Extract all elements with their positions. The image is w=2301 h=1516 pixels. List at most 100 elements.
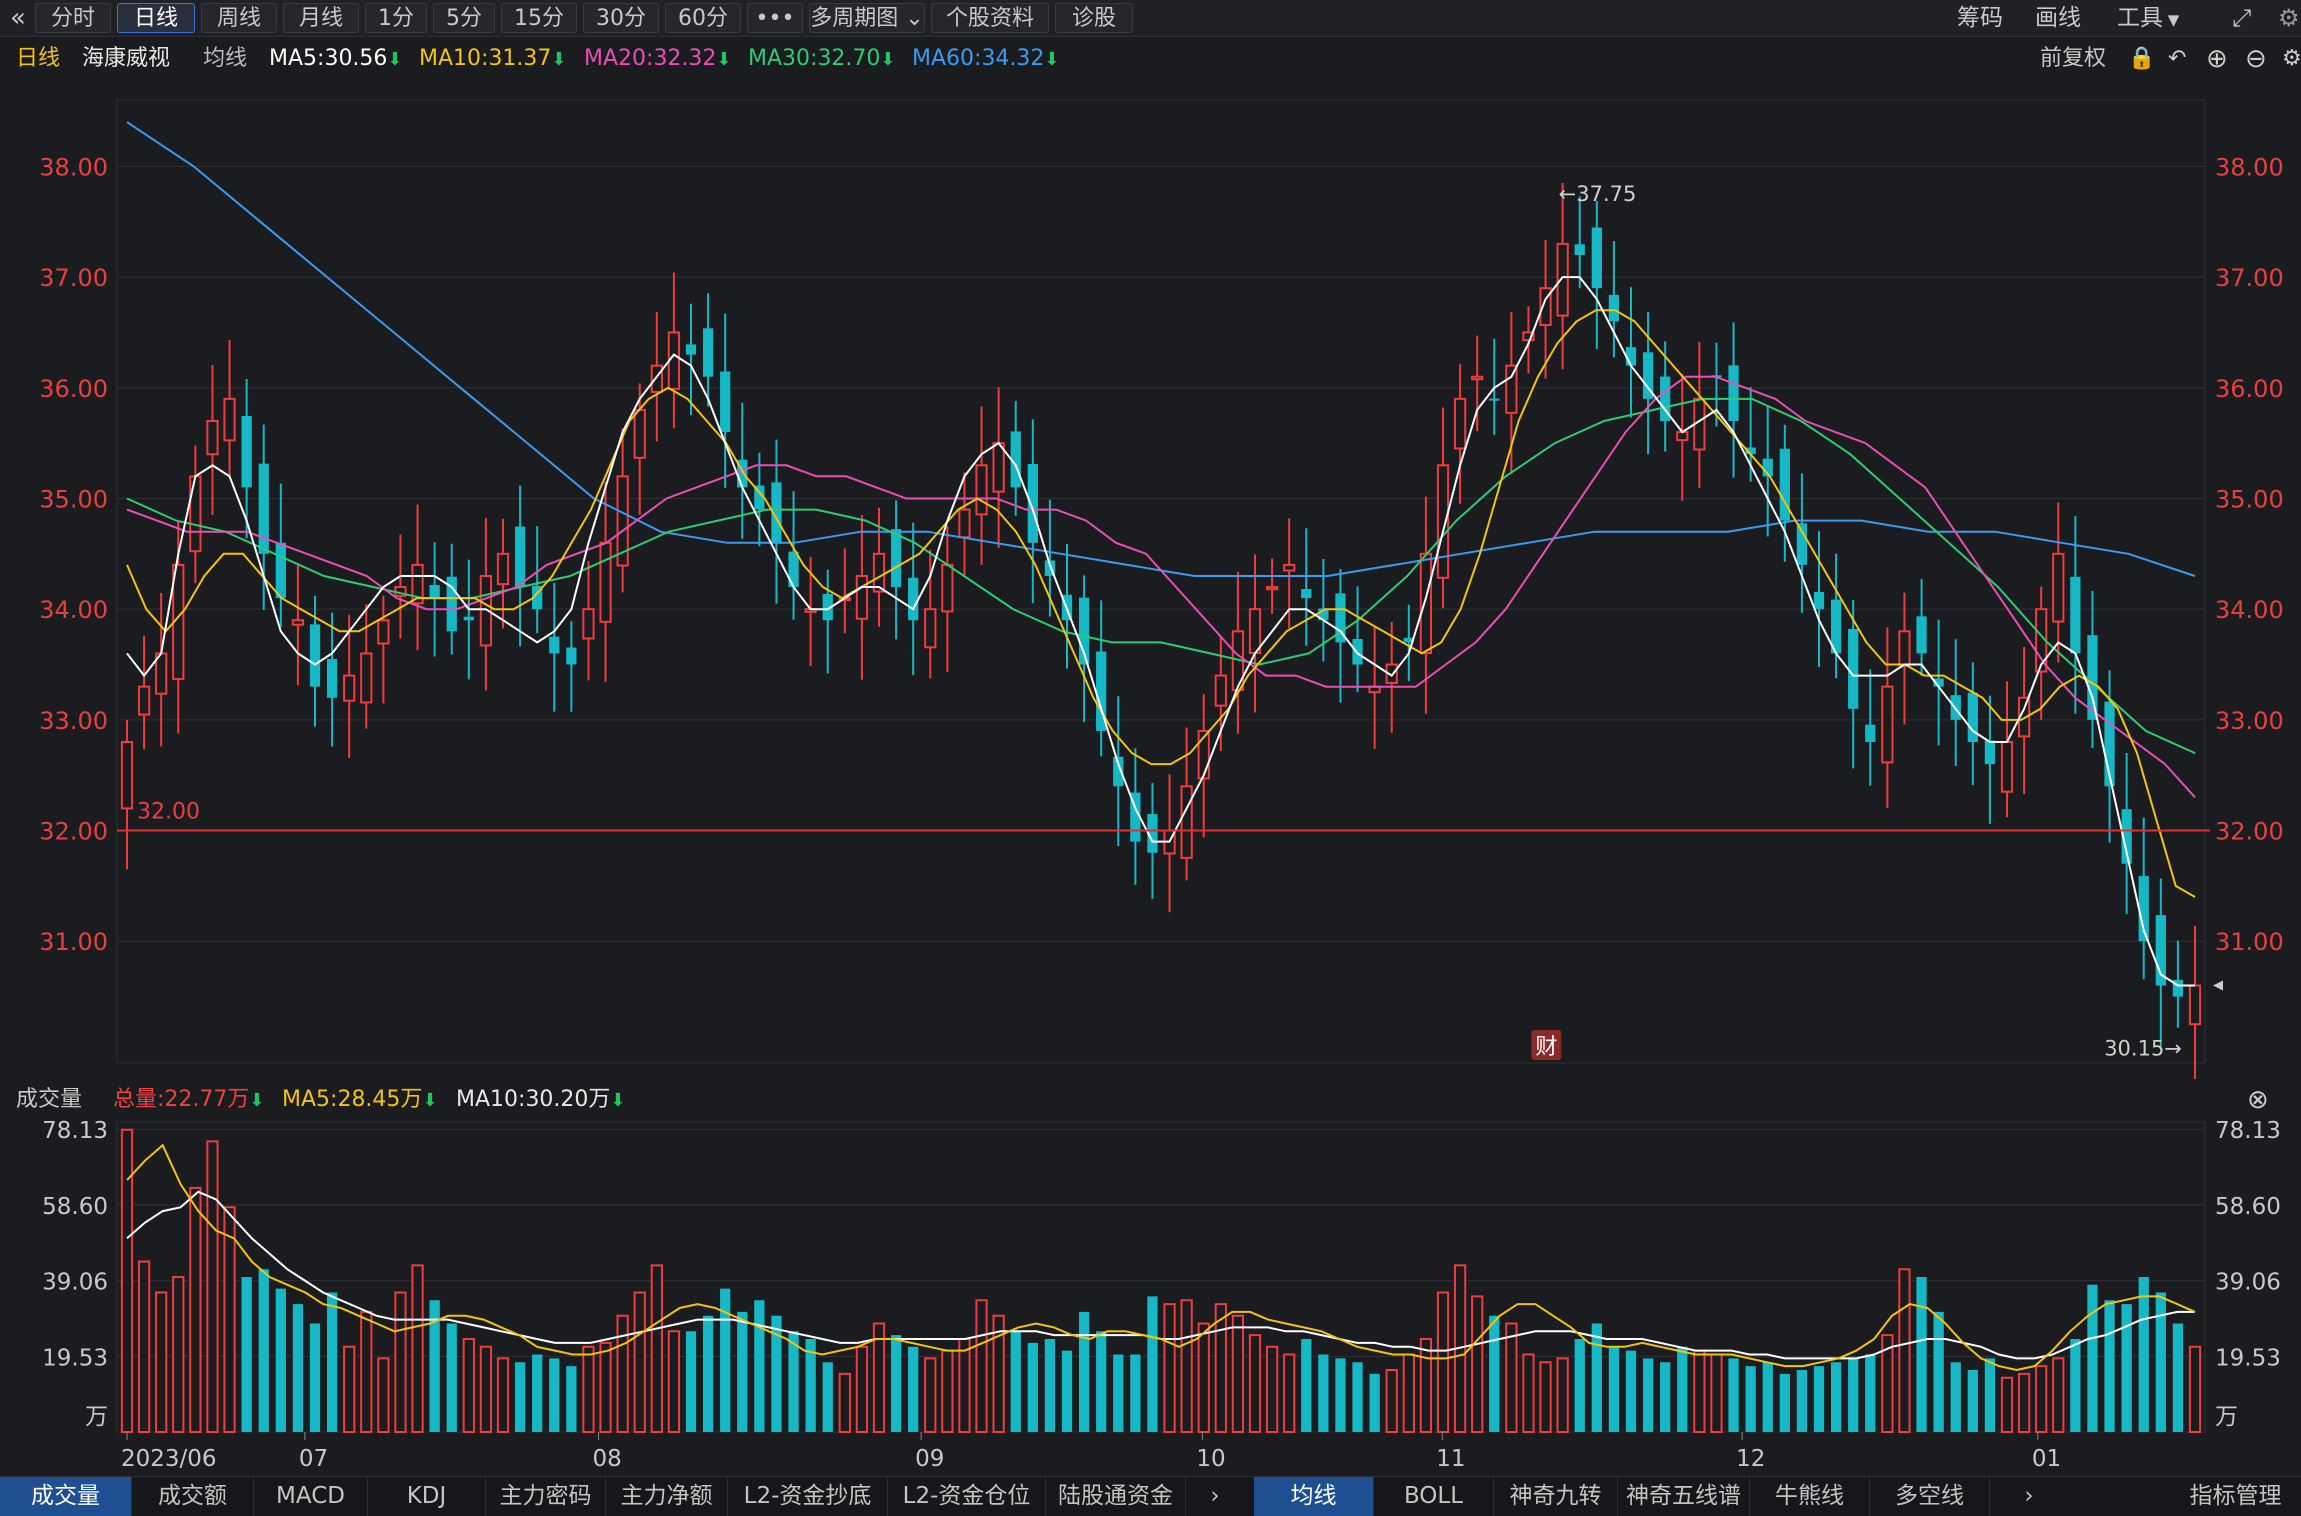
candle-body bbox=[1522, 331, 1535, 342]
undo-icon[interactable]: ↶ bbox=[2168, 46, 2187, 71]
candle-body bbox=[855, 574, 869, 620]
candle-body bbox=[1762, 458, 1773, 477]
ma10-value: MA10:31.37⬇ bbox=[419, 46, 567, 71]
volume-bar bbox=[206, 1140, 219, 1433]
candle-body bbox=[788, 551, 799, 588]
volume-bar bbox=[924, 1357, 937, 1433]
zoom-in-icon[interactable]: ⊕ bbox=[2206, 44, 2228, 74]
period-button-8[interactable]: 60分 bbox=[665, 3, 741, 33]
period-button-6[interactable]: 15分 bbox=[501, 3, 577, 33]
tools-button[interactable]: 工具 ▼ bbox=[2117, 3, 2179, 33]
period-button-7[interactable]: 30分 bbox=[583, 3, 659, 33]
candle-body bbox=[1745, 447, 1756, 455]
volume-bar bbox=[2052, 1357, 2065, 1433]
chevron-right-icon[interactable]: › bbox=[2024, 1483, 2034, 1509]
volume-bar bbox=[1369, 1373, 1380, 1432]
volume-ma5: MA5:28.45万⬇ bbox=[282, 1087, 438, 1112]
candle-body bbox=[514, 526, 526, 588]
overlay-tab-2[interactable]: 神奇九转 bbox=[1494, 1477, 1618, 1516]
restore-mode[interactable]: 前复权 bbox=[2040, 46, 2107, 71]
period-button-3[interactable]: 月线 bbox=[283, 3, 359, 33]
indicator-tab-3[interactable]: KDJ bbox=[368, 1477, 486, 1516]
indicator-tab-4[interactable]: 主力密码 bbox=[486, 1477, 606, 1516]
indicator-tab-8[interactable]: 陆股通资金 bbox=[1046, 1477, 1186, 1516]
volume-pane-border bbox=[116, 1121, 2206, 1433]
period-button-11[interactable]: 个股资料 bbox=[931, 3, 1049, 33]
volume-bar bbox=[377, 1357, 390, 1433]
price-tick-label: 32.00 bbox=[2215, 818, 2284, 846]
period-button-1[interactable]: 日线 bbox=[117, 3, 195, 33]
period-button-5[interactable]: 5分 bbox=[433, 3, 495, 33]
ma60-value: MA60:34.32⬇ bbox=[912, 46, 1060, 71]
zoom-out-icon[interactable]: ⊖ bbox=[2245, 44, 2267, 74]
overlay-tab-5[interactable]: 多空线 bbox=[1870, 1477, 1990, 1516]
double-chevron-left-icon[interactable]: « bbox=[10, 3, 26, 33]
stock-name[interactable]: 海康威视 bbox=[82, 46, 171, 71]
kline-chart[interactable]: 38.00 37.00 36.00 35.00 34.00 33.00 32.00 31.00… bbox=[0, 0, 2301, 1476]
candle-body bbox=[241, 415, 252, 488]
candle-body bbox=[2052, 552, 2065, 623]
volume-bar bbox=[1762, 1362, 1773, 1432]
volume-bar bbox=[2188, 1345, 2202, 1433]
volume-bar bbox=[1214, 1303, 1227, 1433]
indicator-manage-button[interactable]: 指标管理 bbox=[2189, 1483, 2282, 1509]
volume-bar bbox=[446, 1323, 457, 1432]
arrow-down-icon: ⬇ bbox=[610, 1090, 626, 1111]
indicator-tab-0[interactable]: 成交量 bbox=[0, 1477, 132, 1516]
volume-bar bbox=[941, 1349, 954, 1433]
volume-bar bbox=[1693, 1349, 1706, 1433]
volume-tick-label: 78.13 bbox=[2215, 1118, 2281, 1144]
volume-bar bbox=[189, 1186, 202, 1433]
chevron-right-icon[interactable]: › bbox=[1210, 1483, 1220, 1509]
candle-body bbox=[137, 685, 151, 716]
indicator-tab-6[interactable]: L2-资金抄底 bbox=[728, 1477, 888, 1516]
period-button-10[interactable]: 多周期图 ⌄ bbox=[809, 3, 925, 33]
overlay-tab-4[interactable]: 牛熊线 bbox=[1750, 1477, 1870, 1516]
draw-line-button[interactable]: 画线 bbox=[2035, 5, 2081, 31]
settings-icon[interactable]: ⚙ bbox=[2278, 4, 2300, 32]
candle-body bbox=[1180, 785, 1193, 859]
candle-body bbox=[326, 658, 338, 698]
ma10-line bbox=[126, 309, 2196, 898]
overlay-tab-3[interactable]: 神奇五线谱 bbox=[1618, 1477, 1750, 1516]
volume-bar bbox=[1728, 1358, 1739, 1432]
period-button-2[interactable]: 周线 bbox=[201, 3, 277, 33]
volume-bar bbox=[737, 1311, 748, 1432]
settings-icon[interactable]: ⚙ bbox=[2282, 46, 2301, 71]
period-button-12[interactable]: 诊股 bbox=[1055, 3, 1133, 33]
indicator-tab-7[interactable]: L2-资金仓位 bbox=[888, 1477, 1046, 1516]
volume-tick-label: 58.60 bbox=[42, 1194, 108, 1220]
period-button-4[interactable]: 1分 bbox=[365, 3, 427, 33]
candle-body bbox=[822, 593, 833, 621]
volume-bar bbox=[958, 1338, 971, 1433]
indicator-tab-2[interactable]: MACD bbox=[254, 1477, 368, 1516]
candle-body bbox=[291, 619, 305, 626]
period-button-0[interactable]: 分时 bbox=[35, 3, 111, 33]
price-tick-label: 33.00 bbox=[39, 707, 108, 735]
x-tick-label: 10 bbox=[1196, 1446, 1225, 1472]
candle-body bbox=[343, 674, 356, 702]
volume-bar bbox=[1505, 1322, 1518, 1433]
volume-bar bbox=[1027, 1342, 1038, 1432]
ma-label[interactable]: 均线 bbox=[203, 46, 248, 71]
lock-icon[interactable]: 🔒 bbox=[2128, 46, 2156, 71]
overlay-tab-1[interactable]: BOLL bbox=[1374, 1477, 1494, 1516]
x-tick-label: 09 bbox=[915, 1446, 944, 1472]
candle-body bbox=[1027, 464, 1038, 543]
volume-bar bbox=[2087, 1284, 2098, 1432]
volume-bar bbox=[1471, 1295, 1484, 1433]
volume-title[interactable]: 成交量 bbox=[16, 1087, 83, 1112]
volume-bar bbox=[429, 1300, 440, 1432]
candle-body bbox=[1214, 674, 1227, 707]
indicator-tab-5[interactable]: 主力净额 bbox=[606, 1477, 728, 1516]
candle-body bbox=[1967, 692, 1978, 742]
chips-button[interactable]: 筹码 bbox=[1957, 5, 2003, 31]
candle-body bbox=[1489, 398, 1500, 401]
indicator-tab-1[interactable]: 成交额 bbox=[132, 1477, 254, 1516]
price-tick-label: 34.00 bbox=[2215, 596, 2284, 624]
overlay-tab-0[interactable]: 均线 bbox=[1254, 1477, 1374, 1516]
fullscreen-icon[interactable]: ⤢ bbox=[2232, 4, 2252, 32]
period-button-9[interactable]: ••• bbox=[747, 3, 803, 33]
arrow-down-icon: ⬇ bbox=[880, 49, 896, 70]
close-circle-icon[interactable]: ⊗ bbox=[2247, 1085, 2269, 1115]
